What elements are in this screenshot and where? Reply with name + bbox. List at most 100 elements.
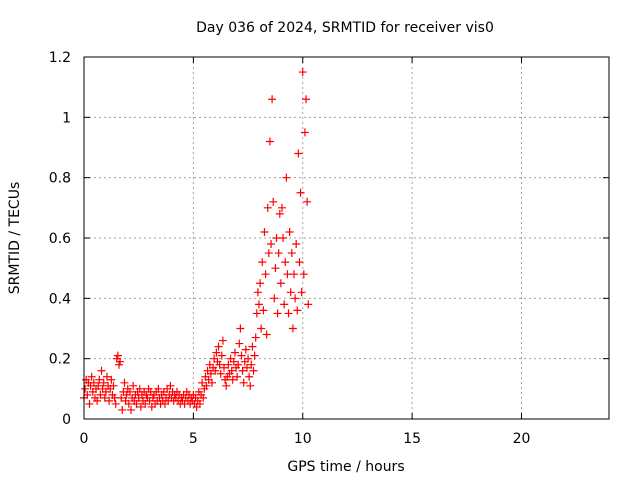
data-point — [85, 399, 94, 408]
data-points — [80, 68, 313, 414]
data-point — [247, 360, 256, 369]
data-point — [132, 399, 141, 408]
data-point — [120, 378, 129, 387]
data-point — [304, 300, 313, 309]
y-tick-label: 0.4 — [49, 291, 71, 307]
data-point — [81, 384, 90, 393]
data-point — [96, 390, 105, 399]
data-point — [288, 324, 297, 333]
data-point — [124, 399, 133, 408]
data-point — [224, 360, 233, 369]
data-point — [258, 258, 267, 267]
data-point — [242, 363, 251, 372]
data-point — [264, 249, 273, 258]
data-point — [292, 240, 301, 249]
data-point — [249, 366, 258, 375]
data-point — [293, 306, 302, 315]
data-point — [261, 270, 270, 279]
data-point — [248, 342, 257, 351]
data-point — [246, 381, 255, 390]
data-point — [296, 188, 305, 197]
x-axis-label: GPS time / hours — [287, 459, 404, 475]
data-point — [252, 309, 261, 318]
data-point — [253, 288, 262, 297]
data-point — [265, 137, 274, 146]
data-point — [198, 378, 207, 387]
data-point — [287, 249, 296, 258]
data-point — [83, 390, 92, 399]
data-point — [99, 378, 108, 387]
x-tick-label: 0 — [80, 431, 89, 447]
data-point — [109, 381, 118, 390]
data-point — [275, 209, 284, 218]
data-point — [268, 95, 277, 104]
data-point — [207, 378, 216, 387]
data-point — [118, 405, 127, 414]
data-point — [259, 306, 268, 315]
data-point — [277, 203, 286, 212]
data-point — [235, 339, 244, 348]
data-point — [273, 309, 282, 318]
y-axis-tick-labels: 0 0.2 0.4 0.6 0.8 1 1.2 — [49, 50, 71, 428]
data-point — [281, 258, 290, 267]
data-point — [195, 399, 204, 408]
data-point — [245, 372, 254, 381]
data-point — [217, 351, 226, 360]
data-point — [129, 381, 138, 390]
data-point — [127, 405, 136, 414]
data-point — [100, 393, 109, 402]
data-point — [229, 357, 238, 366]
data-point — [279, 234, 288, 242]
data-point — [136, 402, 145, 411]
data-point — [236, 324, 245, 333]
data-point — [298, 68, 307, 77]
data-point — [282, 173, 291, 182]
data-point — [199, 393, 208, 402]
data-point — [116, 357, 125, 366]
data-point — [105, 396, 114, 405]
data-point — [234, 360, 243, 369]
y-tick-label: 0.8 — [49, 171, 71, 187]
data-point — [303, 197, 312, 206]
data-point — [202, 381, 211, 390]
data-point — [285, 227, 294, 236]
axis-ticks — [83, 56, 609, 420]
data-point — [300, 128, 309, 137]
data-point — [113, 351, 122, 360]
data-point — [222, 381, 231, 390]
data-point — [271, 264, 280, 273]
data-point — [302, 95, 311, 104]
x-tick-label: 5 — [189, 431, 198, 447]
data-point — [87, 372, 96, 381]
data-point — [141, 399, 150, 408]
data-point — [260, 227, 269, 236]
data-point — [251, 333, 260, 342]
data-point — [214, 342, 223, 351]
data-point — [101, 387, 110, 396]
x-tick-label: 15 — [403, 431, 421, 447]
data-point — [267, 240, 276, 249]
data-point — [257, 324, 266, 333]
data-point — [270, 294, 279, 303]
data-point — [111, 399, 120, 408]
data-point — [95, 375, 104, 384]
data-point — [262, 330, 271, 339]
data-point — [291, 294, 300, 303]
data-point — [274, 249, 283, 258]
data-point — [117, 393, 126, 402]
data-point — [280, 300, 289, 309]
data-point — [238, 366, 247, 375]
data-point — [295, 258, 304, 267]
data-point — [256, 279, 265, 288]
data-point — [94, 381, 103, 390]
y-tick-label: 1 — [62, 110, 71, 126]
y-tick-label: 0 — [62, 412, 71, 428]
data-point — [220, 363, 228, 372]
data-point — [250, 351, 259, 360]
y-tick-label: 1.2 — [49, 50, 71, 66]
data-point — [89, 378, 98, 387]
x-tick-label: 10 — [294, 431, 312, 447]
data-point — [276, 279, 285, 288]
y-tick-label: 0.6 — [49, 231, 71, 247]
